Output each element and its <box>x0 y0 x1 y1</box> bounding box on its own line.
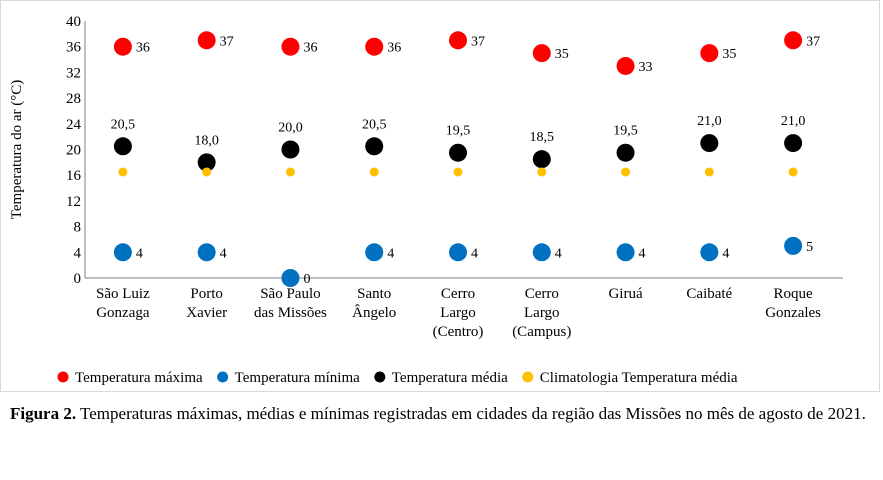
data-point <box>537 167 547 177</box>
data-point <box>532 150 551 169</box>
data-point <box>449 243 467 262</box>
data-point <box>453 167 463 177</box>
data-point <box>365 37 384 56</box>
legend-label: Climatologia Temperatura média <box>540 370 738 386</box>
data-point <box>704 167 714 177</box>
data-label: 5 <box>806 240 813 255</box>
legend-label: Temperatura mínima <box>235 370 360 386</box>
figure-caption: Figura 2. Temperaturas máximas, médias e… <box>10 398 880 430</box>
legend-marker <box>374 371 386 383</box>
x-tick-label: Cerro Largo (Campus) <box>512 286 571 340</box>
y-tick-label: 4 <box>74 245 82 261</box>
data-point <box>784 236 803 255</box>
x-tick-label: Caibaté <box>686 286 732 302</box>
data-point <box>197 31 216 50</box>
data-label: 4 <box>639 246 646 261</box>
x-tick-label: Giruá <box>608 286 642 302</box>
legend-marker <box>57 371 69 383</box>
data-point <box>285 167 295 177</box>
y-axis-title: Temperatura do ar (°C) <box>9 80 25 219</box>
data-point <box>616 143 635 162</box>
data-point <box>281 37 300 56</box>
data-label: 36 <box>303 41 317 56</box>
data-label: 0 <box>303 272 310 287</box>
y-tick-label: 16 <box>66 168 82 184</box>
data-label: 4 <box>387 246 394 261</box>
data-label: 36 <box>136 41 150 56</box>
data-label: 18,0 <box>194 133 219 148</box>
data-label: 21,0 <box>781 114 806 129</box>
data-point <box>784 134 803 153</box>
data-label: 37 <box>220 34 234 49</box>
data-point <box>449 143 467 162</box>
data-point <box>197 243 216 262</box>
data-label: 35 <box>722 47 736 62</box>
data-point <box>113 243 132 262</box>
x-tick-label: São Paulo das Missões <box>254 286 327 321</box>
y-tick-label: 28 <box>66 91 81 107</box>
data-point <box>281 140 300 159</box>
x-tick-label: São Luiz Gonzaga <box>96 286 150 321</box>
scatter-chart: Temperatura do ar (°C) 0 4 8 12 16 20 24 28 32 36… <box>9 14 843 386</box>
data-label: 4 <box>471 246 478 261</box>
data-point <box>700 243 719 262</box>
data-point <box>616 243 635 262</box>
data-point <box>784 31 803 50</box>
caption-label: Figura 2. <box>10 404 77 423</box>
x-tick-label: Santo Ângelo <box>352 286 396 321</box>
chart-frame: Temperatura do ar (°C) 0 4 8 12 16 20 24 28 32 36… <box>0 0 880 392</box>
data-label: 33 <box>639 60 653 75</box>
data-point <box>700 134 719 153</box>
y-tick-label: 12 <box>66 194 81 210</box>
legend-marker <box>522 371 534 383</box>
data-label: 36 <box>387 41 401 56</box>
data-point <box>202 167 212 177</box>
data-point <box>369 167 379 177</box>
data-point <box>532 243 551 262</box>
data-label: 35 <box>555 47 569 62</box>
data-point <box>616 56 635 75</box>
data-label: 18,5 <box>530 130 555 145</box>
data-label: 4 <box>722 246 729 261</box>
data-point <box>113 37 132 56</box>
data-point <box>449 31 467 50</box>
y-tick-label: 24 <box>66 117 82 133</box>
data-label: 4 <box>220 246 227 261</box>
data-point <box>788 167 798 177</box>
data-label: 4 <box>555 246 562 261</box>
x-tick-label: Porto Xavier <box>186 286 227 321</box>
data-label: 21,0 <box>697 114 722 129</box>
data-label: 37 <box>471 34 485 49</box>
data-point <box>700 44 719 63</box>
data-label: 19,5 <box>613 124 638 139</box>
y-tick-label: 0 <box>74 271 82 287</box>
data-label: 20,0 <box>278 121 303 136</box>
data-point <box>281 269 300 287</box>
caption-text: Temperaturas máximas, médias e mínimas r… <box>76 404 866 423</box>
data-point <box>365 243 384 262</box>
data-point <box>118 167 128 177</box>
legend-label: Temperatura média <box>392 370 508 386</box>
y-tick-label: 8 <box>74 220 82 236</box>
data-label: 20,5 <box>362 117 387 132</box>
data-label: 4 <box>136 246 143 261</box>
x-tick-label: Roque Gonzales <box>765 286 821 321</box>
data-point <box>621 167 631 177</box>
data-point <box>113 137 132 156</box>
data-label: 37 <box>806 34 820 49</box>
y-tick-label: 40 <box>66 14 81 30</box>
data-label: 20,5 <box>111 117 136 132</box>
y-tick-label: 32 <box>66 65 81 81</box>
data-point <box>532 44 551 63</box>
y-tick-label: 36 <box>66 40 82 56</box>
x-tick-label: Cerro Largo (Centro) <box>433 286 484 340</box>
data-point <box>197 153 216 172</box>
data-label: 19,5 <box>446 124 471 139</box>
legend-label: Temperatura máxima <box>75 370 203 386</box>
data-point <box>365 137 384 156</box>
legend-marker <box>217 371 229 383</box>
y-tick-label: 20 <box>66 143 81 159</box>
